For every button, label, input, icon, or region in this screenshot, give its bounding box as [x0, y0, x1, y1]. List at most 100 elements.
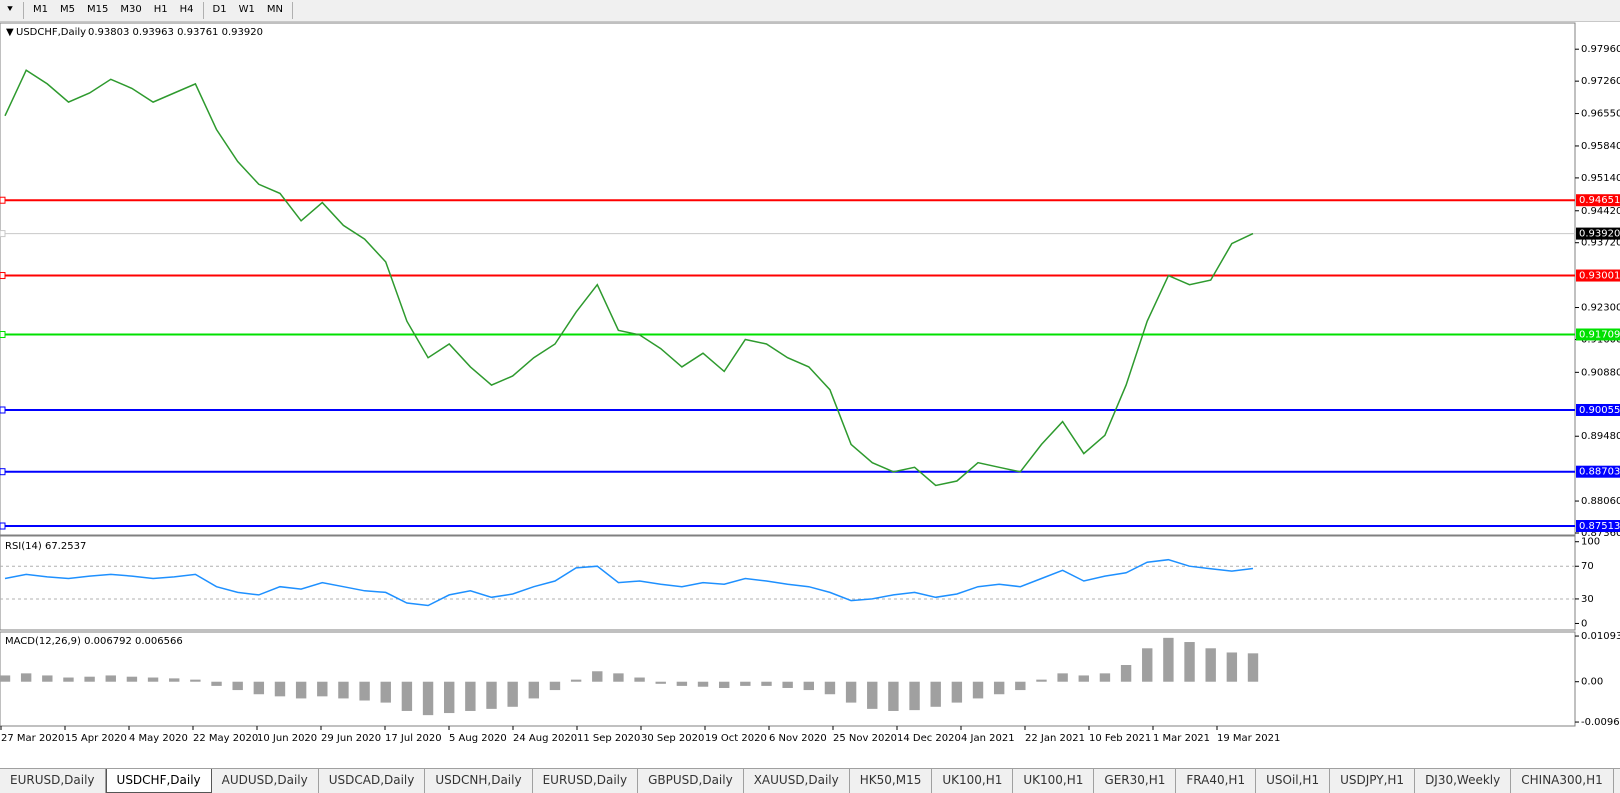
timeframe-button[interactable]: W1	[238, 4, 255, 15]
symbol-tab[interactable]: DJ30,Weekly	[1415, 769, 1512, 793]
symbol-tab[interactable]: GER30,H1	[1094, 769, 1177, 793]
macd-bar	[1205, 648, 1216, 682]
x-tick-label: 6 Nov 2020	[769, 733, 827, 744]
x-tick-label: 1 Mar 2021	[1153, 733, 1210, 744]
price-line	[4, 69, 1254, 487]
timeframe-button[interactable]: M1	[33, 4, 48, 15]
macd-bar	[1184, 642, 1195, 682]
symbol-tab[interactable]: USDCAD,Daily	[319, 769, 426, 793]
macd-bar	[274, 681, 286, 697]
macd-bar	[380, 681, 391, 703]
timeframe-button[interactable]: M30	[120, 4, 142, 15]
symbol-tab[interactable]: GBPUSD,Daily	[638, 769, 744, 793]
y-tick-label: 70	[1581, 561, 1594, 572]
ohlc: 0.93803 0.93963 0.93761 0.93920	[88, 27, 263, 38]
toolbar-menu[interactable]: ⯆	[6, 4, 14, 15]
macd-bar	[507, 681, 518, 707]
x-tick-label: 10 Jun 2020	[257, 733, 317, 744]
level-handle	[0, 196, 6, 204]
timeframe-button[interactable]: MN	[266, 4, 283, 15]
symbol-tab[interactable]: USDJPY,H1	[1330, 769, 1416, 793]
macd-label: MACD(12,26,9) 0.006792 0.006566	[5, 636, 183, 647]
level-price-box	[1576, 520, 1620, 533]
y-tick-label: 0.88060	[1581, 496, 1620, 507]
level-price-box	[1576, 403, 1620, 416]
macd-bar	[930, 681, 941, 707]
macd-bar	[951, 681, 963, 703]
y-tick-label: 0.95840	[1581, 141, 1620, 152]
level-price-box	[1576, 328, 1620, 341]
x-tick-label: 10 Feb 2021	[1089, 733, 1151, 744]
macd-bar	[1120, 665, 1132, 682]
y-tick-label: 0.97260	[1581, 76, 1620, 87]
x-tick-label: 15 Apr 2020	[65, 733, 127, 744]
symbol-tab[interactable]: HK50,M15	[850, 769, 933, 793]
x-tick-label: 19 Oct 2020	[705, 733, 767, 744]
macd-bar	[1142, 648, 1153, 682]
level-handle	[0, 468, 6, 476]
macd-bar	[697, 681, 709, 687]
macd-bar	[888, 681, 899, 711]
x-tick-label: 25 Nov 2020	[833, 733, 897, 744]
level-price-box	[1576, 227, 1620, 240]
level-handle	[0, 330, 6, 338]
level-price-label: 0.90055	[1579, 405, 1620, 416]
macd-bar	[1163, 637, 1174, 682]
symbol-tab[interactable]: EURUSD,Daily	[0, 769, 106, 793]
symbol-tab[interactable]: USOil,H1	[1256, 769, 1331, 793]
level-handle	[0, 272, 6, 280]
y-tick-label: 0.94420	[1581, 206, 1620, 217]
macd-bar	[486, 681, 497, 709]
macd-bar	[867, 681, 878, 709]
timeframe-button[interactable]: M15	[87, 4, 109, 15]
macd-bar	[1015, 681, 1026, 691]
x-tick-label: 14 Dec 2020	[897, 733, 961, 744]
symbol-tab[interactable]: USDCNH,Daily	[425, 769, 533, 793]
symbol-tabs: EURUSD,Daily USDCHF,Daily AUDUSD,Daily USDC…	[0, 768, 1620, 793]
macd-bar	[1078, 675, 1089, 682]
macd-bar	[295, 681, 307, 699]
x-tick-label: 22 Jan 2021	[1025, 733, 1085, 744]
level-handle	[0, 522, 6, 530]
rsi-line	[4, 558, 1254, 607]
macd-bar	[655, 681, 666, 684]
y-tick-label: 0.00	[1581, 677, 1603, 688]
symbol-tab[interactable]: EURUSD,Daily	[533, 769, 639, 793]
y-tick-label: 0.93720	[1581, 238, 1620, 249]
symbol-tab[interactable]: FRA40,H1	[1176, 769, 1257, 793]
level-price-label: 0.93920	[1579, 229, 1620, 240]
macd-bar	[613, 673, 624, 682]
level-handle	[0, 230, 6, 238]
y-tick-label: 30	[1581, 594, 1594, 605]
macd-bar	[528, 681, 540, 699]
timeframe-button[interactable]: M5	[60, 4, 75, 15]
macd-bar	[20, 673, 32, 682]
y-tick-label: 0	[1581, 618, 1587, 629]
macd-bar	[824, 681, 836, 695]
symbol-tab[interactable]: UK100,H1	[932, 769, 1014, 793]
timeframe-button[interactable]: H4	[179, 4, 194, 15]
y-tick-label: 0.010933	[1581, 631, 1620, 642]
symbol-tab[interactable]: UK100,H1	[1013, 769, 1095, 793]
chart: ▼ USDCHF,Daily 0.93803 0.93963 0.93761 0…	[0, 22, 1620, 744]
x-tick-label: 5 Aug 2020	[449, 733, 507, 744]
symbol-tab[interactable]: XAUUSD,Daily	[744, 769, 850, 793]
y-tick-label: 0.95140	[1581, 173, 1620, 184]
macd-bar	[1099, 673, 1111, 682]
macd-bar	[232, 681, 243, 691]
macd-bar	[1226, 652, 1238, 682]
symbol: USDCHF,Daily	[16, 27, 86, 38]
y-tick-label: 0.97960	[1581, 44, 1620, 55]
macd-bar	[126, 676, 138, 682]
symbol-tab[interactable]: USDCHF,Daily	[105, 769, 212, 793]
symbol-tab[interactable]: AUDUSD,Daily	[212, 769, 319, 793]
level-price-label: 0.93001	[1579, 271, 1620, 282]
timeframe-button[interactable]: H1	[153, 4, 168, 15]
macd-bar	[634, 677, 645, 682]
macd-bar	[972, 681, 984, 699]
symbol-tab[interactable]: CHINA300,H1	[1511, 769, 1614, 793]
level-price-label: 0.87513	[1579, 521, 1620, 532]
level-price-box	[1576, 465, 1620, 478]
timeframe-button[interactable]: D1	[212, 4, 227, 15]
